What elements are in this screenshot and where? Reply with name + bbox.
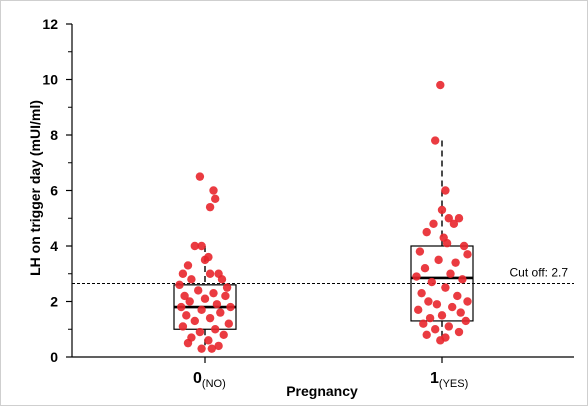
data-point [209,186,218,195]
data-point [415,247,425,256]
data-point [183,261,193,270]
data-point [195,327,205,337]
data-point [444,322,453,331]
data-point [425,313,435,323]
data-point [180,291,189,301]
data-point [183,338,193,348]
data-point [420,264,430,273]
data-point [434,255,443,265]
data-point [194,286,203,295]
data-point [219,330,228,339]
data-point [217,275,227,284]
category-value: 0 [193,370,202,387]
y-tick-label: 2 [50,294,58,310]
data-point [429,219,438,228]
data-point [441,283,450,292]
data-point [216,308,225,317]
data-point [204,336,213,345]
data-point [448,302,457,312]
data-point [177,302,186,312]
data-point [424,297,433,306]
data-point [451,258,460,267]
y-tick-label: 10 [42,72,58,88]
data-point [200,294,210,303]
x-tick-label: 1(YES) [430,370,468,390]
data-point [458,275,467,284]
category-subscript: (NO) [202,378,226,390]
data-point [431,136,440,145]
data-point [436,80,445,90]
data-point [432,300,442,309]
data-point [205,202,215,212]
data-point [461,316,470,326]
data-point [422,227,431,237]
data-point [463,297,472,306]
data-point [197,241,206,251]
data-point [414,305,423,315]
data-point [200,255,210,265]
data-point [197,344,206,353]
data-point [427,277,436,287]
data-point [446,269,455,278]
data-point [444,214,453,223]
cutoff-label: Cut off: 2.7 [510,265,569,279]
data-point [221,291,230,301]
category-subscript: (YES) [439,378,468,390]
axis-labels: LH on trigger day (mUI/ml) Pregnancy [27,100,358,399]
data-point [224,319,233,328]
data-point [175,280,184,290]
iqr-box [410,245,474,322]
data-point [185,297,194,306]
data-point [212,300,222,309]
data-point [182,311,191,320]
x-tick-label: 0(NO) [193,370,226,390]
data-point [195,172,205,181]
data-points [175,80,472,353]
y-axis-label: LH on trigger day (mUI/ml) [27,100,43,276]
y-tick-label: 8 [50,127,58,143]
data-point [190,316,199,326]
data-point [459,241,469,251]
data-point [463,250,472,259]
data-point [197,305,206,315]
data-point [211,194,220,204]
x-axis-label: Pregnancy [286,383,358,399]
data-point [442,239,452,248]
data-point [187,275,196,284]
data-point [417,288,426,298]
data-point [211,325,220,334]
data-point [453,291,462,301]
data-point [178,322,188,331]
data-point [437,311,447,320]
data-point [441,186,450,195]
data-point [209,288,218,298]
data-point [431,325,440,334]
category-value: 1 [430,370,439,387]
y-tick-label: 6 [50,183,58,199]
data-point [419,319,428,328]
data-point [205,313,215,323]
data-point [226,302,235,312]
data-point [449,219,459,228]
data-point [207,344,216,353]
data-point [454,214,464,223]
y-tick-label: 12 [42,16,58,32]
data-point [422,330,431,339]
data-point [214,341,223,351]
data-point [412,272,421,281]
y-tick-label: 4 [50,238,58,254]
data-point [436,336,445,345]
data-point [178,269,188,278]
cutoff-line-group: Cut off: 2.7 [72,265,574,284]
data-point [456,308,465,317]
data-point [205,269,215,278]
data-point [437,205,447,215]
data-point [222,283,232,292]
y-tick-label: 0 [50,349,58,365]
data-point [454,327,464,337]
data-point [190,241,199,251]
